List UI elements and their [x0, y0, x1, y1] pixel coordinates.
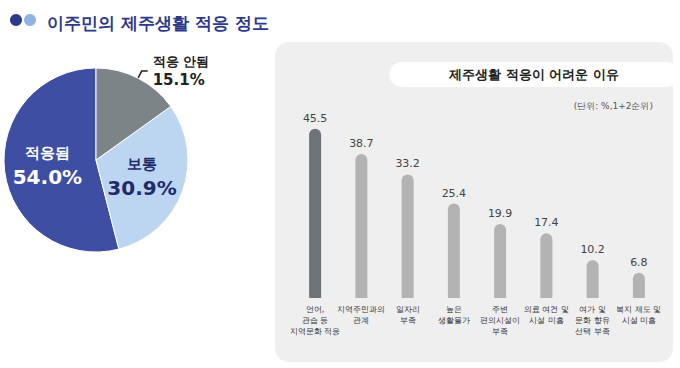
svg-text:지역문화 적응: 지역문화 적응	[290, 327, 341, 336]
svg-text:제주생활 적응이 어려운 이유: 제주생활 적응이 어려운 이유	[448, 67, 619, 82]
svg-text:적응 안됨: 적응 안됨	[153, 54, 210, 69]
svg-text:생활물가: 생활물가	[438, 316, 470, 325]
svg-text:45.5: 45.5	[303, 112, 328, 125]
svg-text:관계: 관계	[353, 316, 369, 325]
svg-text:17.4: 17.4	[534, 216, 559, 229]
svg-text:지역주민과의: 지역주민과의	[337, 305, 385, 314]
svg-text:의료 여건 및: 의료 여건 및	[524, 305, 569, 314]
svg-text:문화 향유: 문화 향유	[575, 316, 610, 325]
svg-text:부족: 부족	[400, 316, 416, 325]
svg-text:38.7: 38.7	[349, 137, 374, 150]
svg-text:적응됨: 적응됨	[25, 144, 70, 162]
svg-text:6.8: 6.8	[630, 256, 648, 269]
svg-text:선택 부족: 선택 부족	[575, 327, 610, 336]
svg-text:10.2: 10.2	[580, 243, 605, 256]
svg-text:복지 제도 및: 복지 제도 및	[616, 305, 661, 314]
svg-text:언어,: 언어,	[306, 305, 325, 314]
svg-text:부족: 부족	[492, 327, 508, 336]
svg-text:편의시설이: 편의시설이	[480, 316, 520, 325]
svg-text:보통: 보통	[127, 155, 157, 173]
svg-text:25.4: 25.4	[442, 187, 467, 200]
svg-text:주변: 주변	[492, 305, 508, 314]
svg-text:30.9%: 30.9%	[107, 176, 176, 200]
svg-text:여가 및: 여가 및	[579, 305, 606, 314]
svg-text:19.9: 19.9	[488, 207, 513, 220]
svg-text:54.0%: 54.0%	[13, 165, 82, 189]
svg-text:이주민의 제주생활 적응 정도: 이주민의 제주생활 적응 정도	[47, 13, 269, 33]
svg-text:높은: 높은	[446, 305, 462, 314]
svg-text:시설 미흡: 시설 미흡	[622, 316, 657, 325]
svg-text:관습 등: 관습 등	[302, 316, 329, 325]
svg-text:15.1%: 15.1%	[153, 71, 205, 89]
svg-text:시설 미흡: 시설 미흡	[529, 316, 564, 325]
svg-text:(단위: %,1+2순위): (단위: %,1+2순위)	[574, 101, 653, 111]
svg-text:33.2: 33.2	[395, 157, 420, 170]
svg-text:일자리: 일자리	[396, 305, 420, 314]
